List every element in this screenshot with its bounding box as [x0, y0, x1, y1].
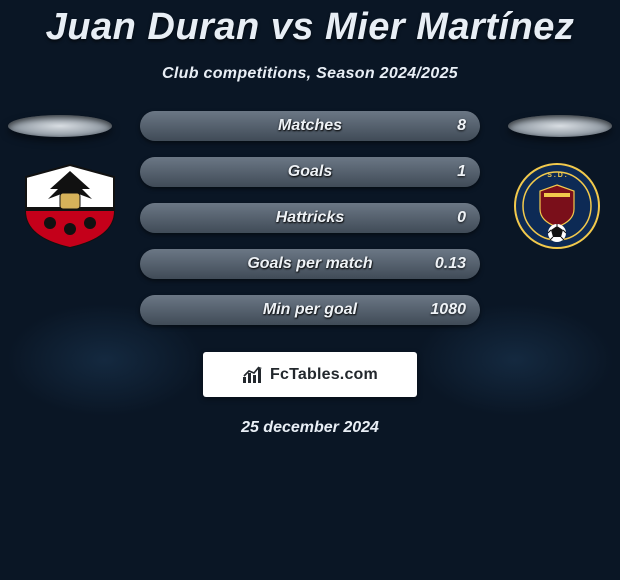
stat-row: Goals per match0.13 [140, 249, 480, 279]
stat-label: Goals [140, 157, 480, 187]
club-crest-left [20, 163, 120, 249]
stat-row: Hattricks0 [140, 203, 480, 233]
platform-left [8, 115, 112, 137]
stat-value-right: 8 [457, 111, 466, 141]
brand-text: FcTables.com [270, 366, 378, 384]
stat-label: Matches [140, 111, 480, 141]
stat-value-right: 1080 [430, 295, 466, 325]
stat-value-right: 0.13 [435, 249, 466, 279]
page-title: Juan Duran vs Mier Martínez [0, 0, 620, 49]
svg-text:S . D .: S . D . [547, 172, 567, 179]
stat-row: Goals1 [140, 157, 480, 187]
stat-label: Goals per match [140, 249, 480, 279]
stat-row: Min per goal1080 [140, 295, 480, 325]
stat-row: Matches8 [140, 111, 480, 141]
platform-right [508, 115, 612, 137]
stat-value-right: 1 [457, 157, 466, 187]
brand-badge[interactable]: FcTables.com [203, 352, 417, 397]
chart-icon [242, 366, 264, 384]
stat-value-right: 0 [457, 203, 466, 233]
stat-label: Min per goal [140, 295, 480, 325]
stats-list: Matches8Goals1Hattricks0Goals per match0… [140, 111, 480, 341]
subtitle: Club competitions, Season 2024/2025 [0, 65, 620, 83]
date-line: 25 december 2024 [0, 419, 620, 437]
stat-label: Hattricks [140, 203, 480, 233]
club-crest-right: S . D . [514, 163, 600, 249]
